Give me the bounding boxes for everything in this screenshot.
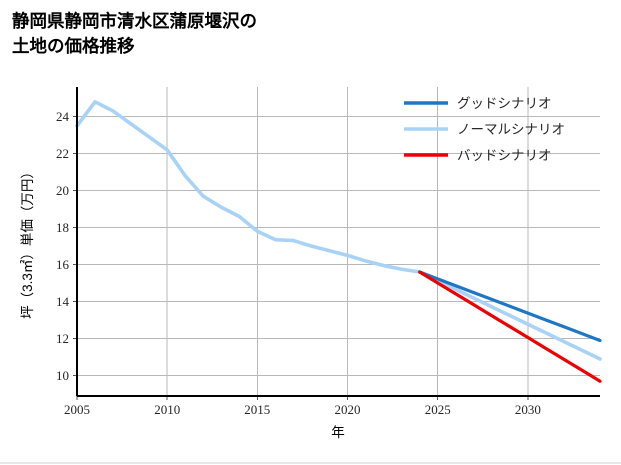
x-axis-title: 年	[331, 425, 345, 440]
legend-label: ノーマルシナリオ	[457, 122, 565, 137]
x-tick-label: 2015	[244, 402, 270, 417]
series-line-bad	[418, 270, 602, 383]
legend-label: バッドシナリオ	[457, 148, 552, 163]
y-tick-label: 22	[56, 146, 69, 161]
chart-title-line-1: 静岡県静岡市清水区蒲原堰沢の	[12, 11, 257, 31]
y-tick-label: 18	[56, 220, 69, 235]
y-axis-title: 坪（3.3㎡）単価（万円）	[20, 165, 35, 319]
x-tick-label: 2005	[64, 402, 90, 417]
series-line-normal	[75, 100, 602, 361]
y-tick-label: 20	[56, 183, 69, 198]
y-tick-label: 24	[56, 109, 70, 124]
y-tick-label: 12	[56, 331, 69, 346]
x-tick-label: 2020	[335, 402, 361, 417]
x-axis-tick-labels: 2005 2010 2015 2020 2025 2030	[64, 402, 541, 417]
chart-title-line-2: 土地の価格推移	[12, 36, 135, 56]
x-tick-label: 2030	[515, 402, 541, 417]
legend-label: グッドシナリオ	[457, 96, 552, 111]
y-tick-label: 14	[56, 294, 70, 309]
y-axis-tick-labels: 10 12 14 16 18 20 22 24	[56, 109, 70, 383]
data-series	[75, 100, 602, 383]
x-tick-label: 2010	[154, 402, 180, 417]
y-tick-label: 16	[56, 257, 70, 272]
series-line-good	[418, 270, 602, 343]
x-tick-label: 2025	[425, 402, 451, 417]
y-tick-label: 10	[56, 368, 69, 383]
